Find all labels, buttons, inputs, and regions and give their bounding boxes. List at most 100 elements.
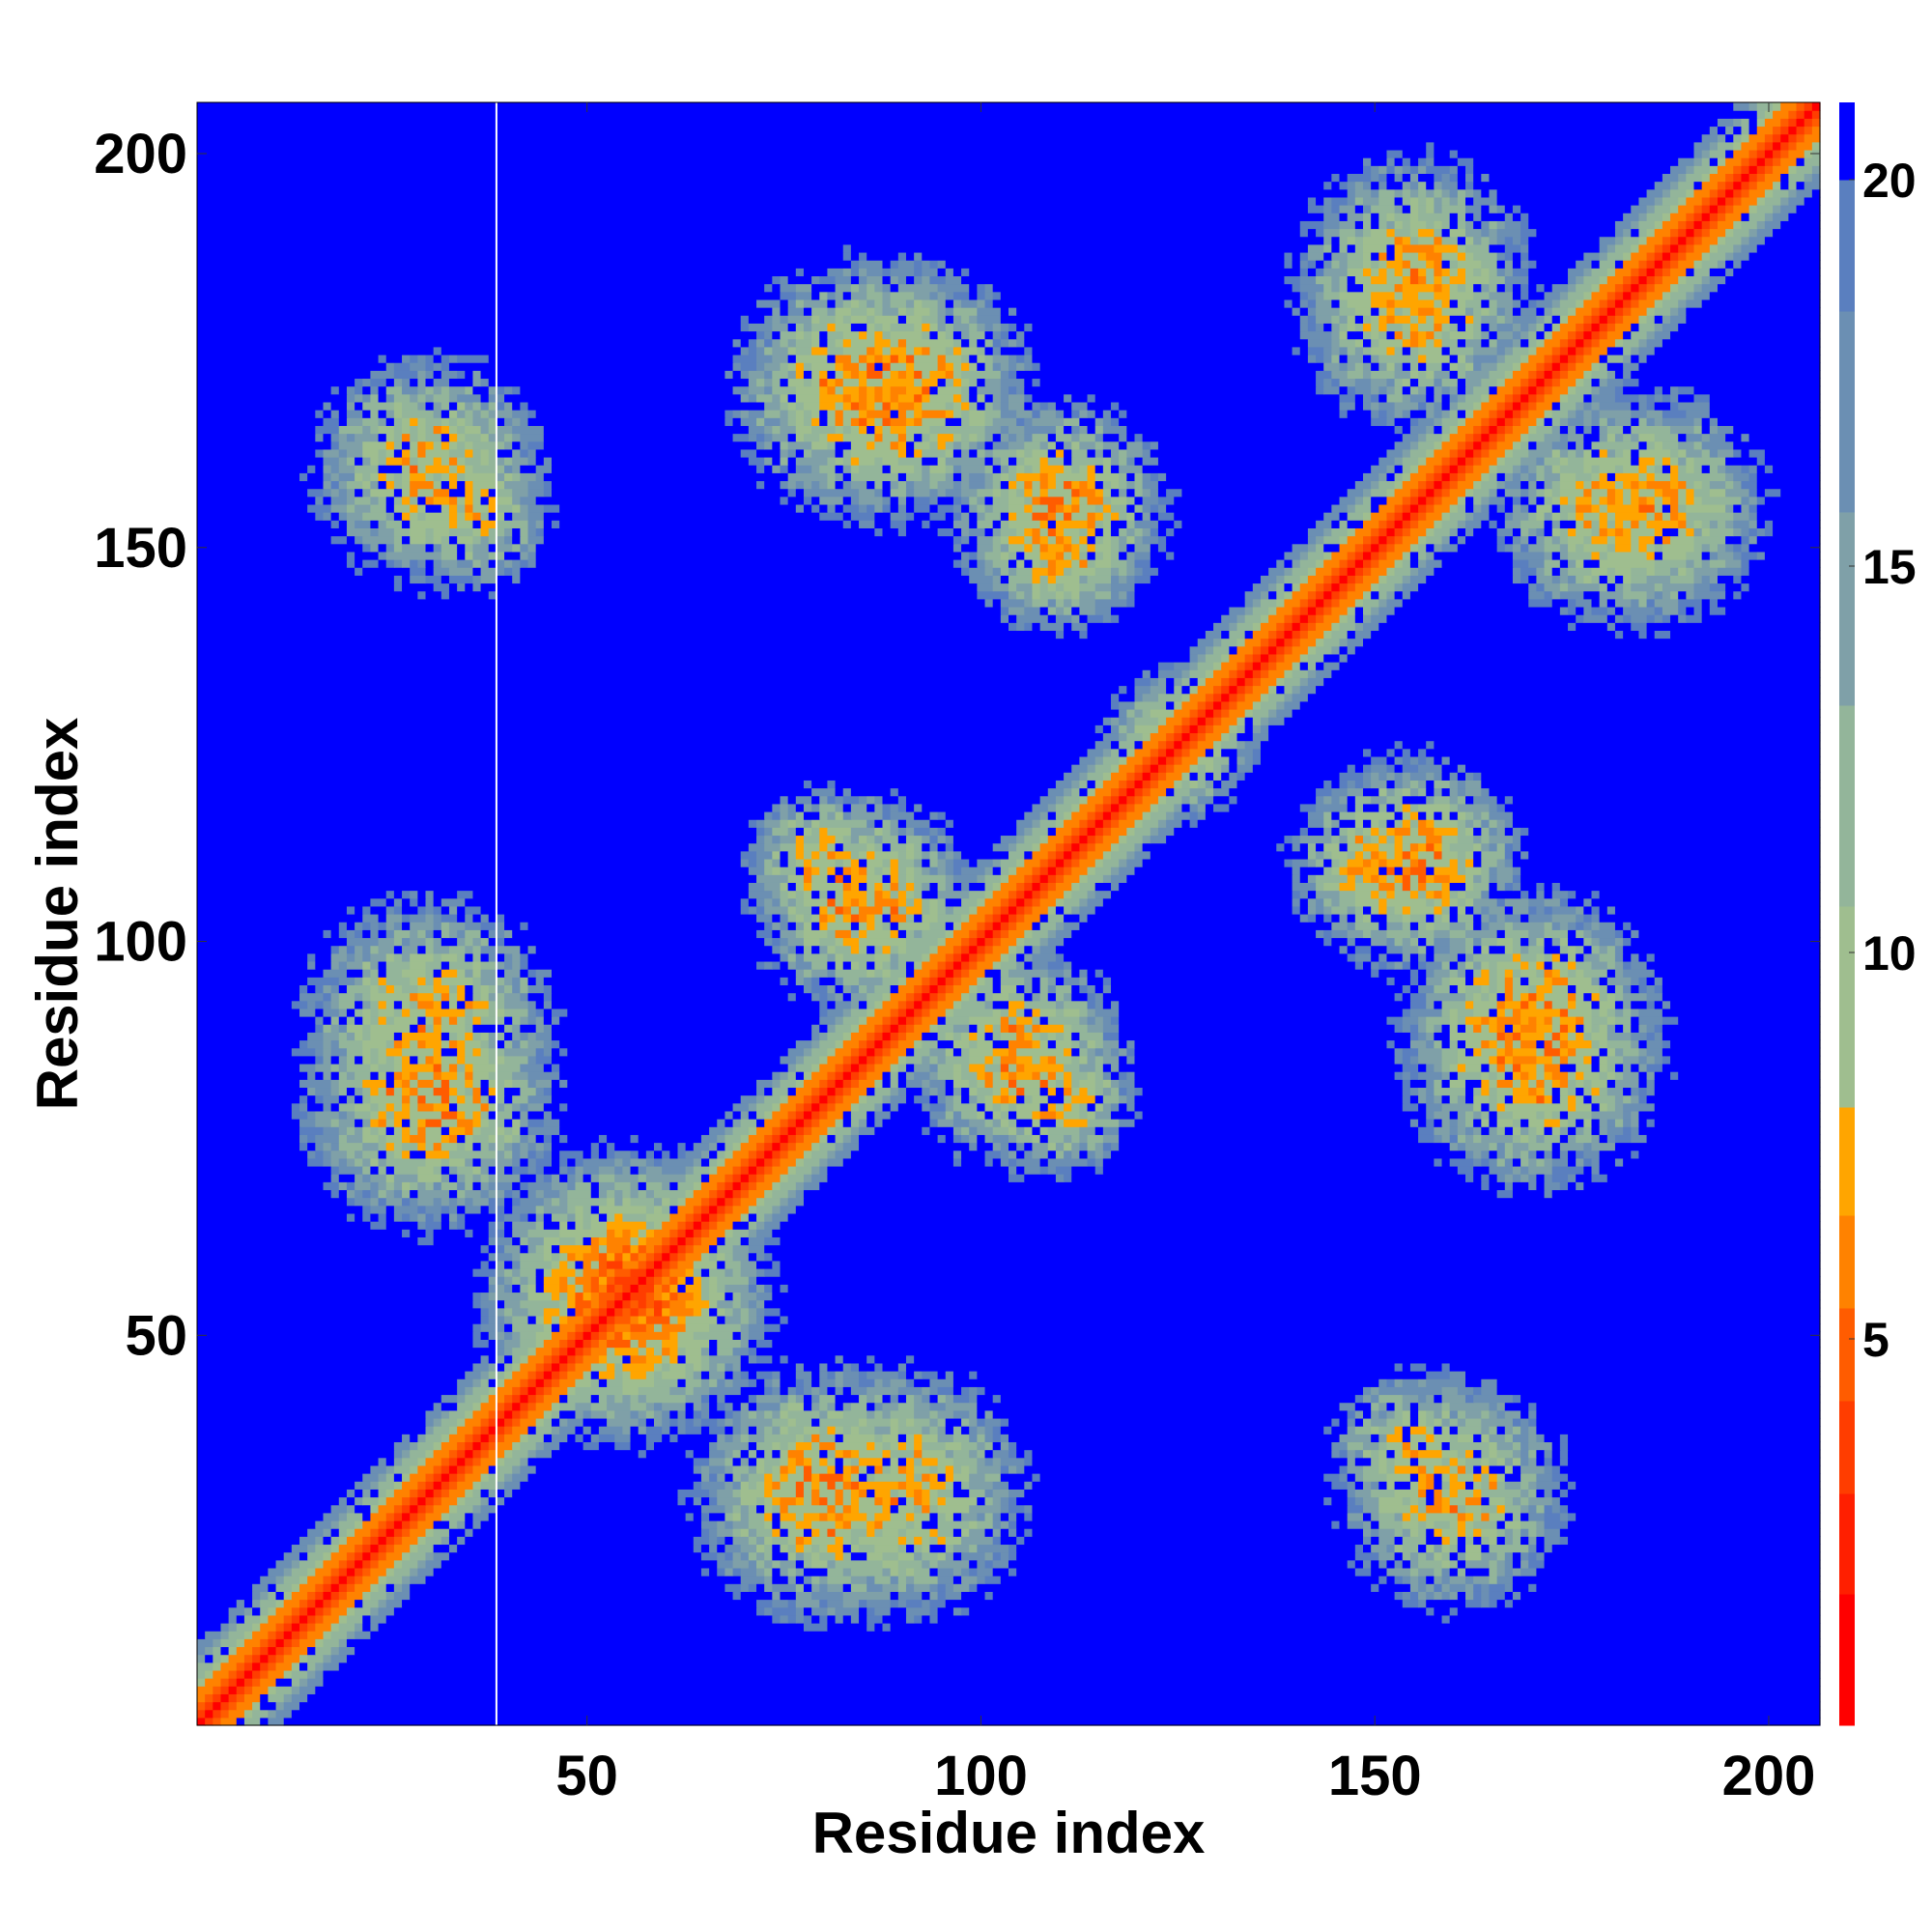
heatmap-cell: [527, 1236, 545, 1246]
heatmap-cell: [598, 1307, 608, 1317]
heatmap-cell: [622, 1394, 632, 1404]
heatmap-cell: [338, 1039, 363, 1049]
heatmap-cell: [504, 1142, 513, 1151]
heatmap-cell: [992, 1126, 1009, 1135]
heatmap-cell: [717, 1244, 734, 1254]
heatmap-cell: [512, 1221, 537, 1230]
heatmap-cell: [559, 1079, 568, 1089]
heatmap-cell: [338, 1032, 348, 1041]
heatmap-cell: [1009, 1441, 1017, 1451]
heatmap-cell: [803, 1126, 812, 1135]
heatmap-cell: [787, 1402, 805, 1411]
heatmap-cell: [307, 1614, 316, 1624]
heatmap-cell: [213, 1646, 222, 1656]
heatmap-cell: [645, 1212, 670, 1222]
heatmap-cell: [197, 1260, 482, 1269]
heatmap-cell: [937, 1039, 954, 1049]
heatmap-cell: [952, 1464, 962, 1474]
heatmap-cell: [1568, 1434, 1821, 1443]
heatmap-cell: [952, 1576, 962, 1584]
heatmap-cell: [669, 1417, 679, 1427]
heatmap-cell: [795, 1063, 812, 1072]
heatmap-cell: [228, 1693, 238, 1703]
heatmap-cell: [1000, 1102, 1009, 1112]
heatmap-cell: [709, 1221, 718, 1230]
heatmap-cell: [575, 1323, 584, 1332]
heatmap-cell: [780, 1142, 789, 1151]
heatmap-cell: [630, 1150, 639, 1159]
heatmap-cell: [709, 1409, 726, 1419]
heatmap-cell: [197, 1299, 474, 1309]
heatmap-cell: [1583, 1119, 1593, 1127]
heatmap-cell: [323, 1181, 340, 1191]
heatmap-cell: [638, 1181, 647, 1191]
heatmap-cell: [1386, 1559, 1396, 1569]
heatmap-cell: [417, 1055, 427, 1065]
heatmap-cell: [622, 1165, 632, 1175]
heatmap-cell: [496, 1079, 505, 1089]
heatmap-cell: [842, 1354, 867, 1364]
heatmap-cell: [1662, 1032, 1821, 1041]
heatmap-cell: [607, 1150, 615, 1159]
heatmap-cell: [874, 1402, 884, 1411]
heatmap-cell: [1504, 1528, 1514, 1537]
heatmap-cell: [693, 1496, 702, 1506]
heatmap-cell: [1426, 1504, 1443, 1514]
heatmap-cell: [1638, 1055, 1648, 1065]
heatmap-cell: [598, 1323, 608, 1332]
heatmap-cell: [512, 1284, 521, 1293]
heatmap-cell: [882, 1559, 899, 1569]
heatmap-cell: [1394, 1551, 1404, 1561]
heatmap-cell: [717, 1284, 726, 1293]
heatmap-cell: [607, 1252, 615, 1262]
heatmap-cell: [1646, 1047, 1663, 1057]
heatmap-cell: [385, 1576, 403, 1584]
heatmap-cell: [362, 1212, 372, 1222]
heatmap-cell: [197, 1339, 474, 1349]
heatmap-cell: [496, 1032, 505, 1041]
heatmap-cell: [709, 1449, 726, 1459]
heatmap-cell: [385, 1055, 395, 1065]
heatmap-cell: [1591, 1087, 1601, 1096]
heatmap-cell: [307, 1678, 325, 1687]
heatmap-cell: [787, 1284, 1821, 1293]
heatmap-cell: [433, 1489, 442, 1498]
heatmap-cell: [1520, 1016, 1529, 1025]
heatmap-cell: [795, 1457, 805, 1466]
heatmap-cell: [1409, 1008, 1443, 1017]
heatmap-cell: [1465, 1174, 1474, 1182]
heatmap-cell: [819, 1528, 829, 1537]
heatmap-cell: [1409, 1409, 1419, 1419]
heatmap-cell: [1386, 1039, 1396, 1049]
heatmap-cell: [527, 1394, 537, 1404]
heatmap-cell: [1126, 1055, 1136, 1065]
heatmap-cell: [952, 1583, 970, 1592]
heatmap-cell: [1362, 1544, 1372, 1553]
heatmap-cell: [1024, 1094, 1034, 1104]
heatmap-cell: [1457, 1434, 1474, 1443]
heatmap-cell: [1418, 1544, 1427, 1553]
heatmap-cell: [654, 1244, 663, 1254]
heatmap-cell: [819, 1110, 829, 1120]
heatmap-cell: [638, 1252, 647, 1262]
heatmap-cell: [874, 1000, 884, 1009]
heatmap-cell: [410, 1583, 725, 1592]
heatmap-cell: [1024, 1504, 1034, 1514]
heatmap-cell: [582, 1347, 592, 1356]
heatmap-cell: [197, 1205, 363, 1214]
heatmap-cell: [355, 1000, 363, 1009]
heatmap-cell: [803, 1559, 812, 1569]
heatmap-cell: [1568, 1094, 1577, 1104]
heatmap-cell: [1465, 1087, 1474, 1096]
heatmap-cell: [897, 1599, 907, 1608]
heatmap-cell: [740, 1583, 750, 1592]
heatmap-cell: [897, 1371, 907, 1379]
heatmap-cell: [867, 1110, 875, 1120]
heatmap-cell: [362, 1614, 372, 1624]
heatmap-cell: [535, 1394, 545, 1404]
heatmap-cell: [811, 1434, 820, 1443]
heatmap-cell: [654, 1378, 679, 1387]
heatmap-cell: [1606, 1126, 1624, 1135]
heatmap-cell: [662, 1292, 670, 1301]
heatmap-cell: [819, 1576, 829, 1584]
